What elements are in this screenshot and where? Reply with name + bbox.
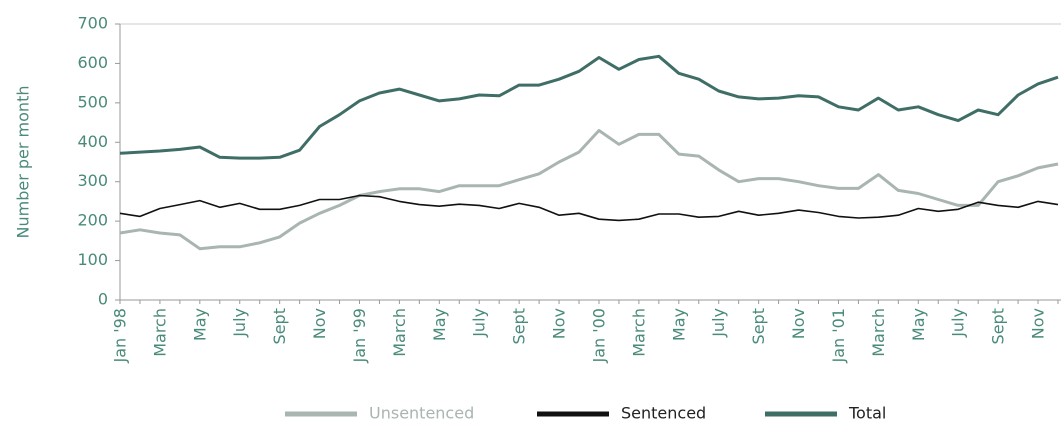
x-tick-label: Nov [310,308,329,339]
x-tick-label: July [949,308,968,338]
x-tick-label: Jan '00 [589,308,608,364]
x-tick-label: May [430,308,449,341]
x-tick-label: July [709,308,728,338]
x-tick-label: Nov [550,308,569,339]
series-line [119,194,1059,222]
x-tick-label: Jan '01 [829,308,848,364]
x-tick-label: Sept [270,308,289,344]
y-tick-label: 300 [77,171,108,190]
series-line [119,129,1059,251]
x-tick-label: Nov [1029,308,1048,339]
x-tick-label: July [470,308,489,338]
y-axis-label: Number per month [14,86,33,239]
x-tick-label: March [869,308,888,357]
y-tick-label: 100 [77,250,108,269]
y-tick-label: 0 [98,290,108,309]
y-tick-label: 700 [77,14,108,33]
x-tick-label: July [230,308,249,338]
legend-label: Unsentenced [369,404,474,423]
legend-label: Sentenced [621,404,706,423]
legend-item: Sentenced [537,404,706,423]
x-tick-label: Jan '98 [111,308,130,364]
legend-label: Total [848,404,886,423]
x-tick-label: Sept [989,308,1008,344]
x-tick-label: Jan '99 [350,308,369,364]
legend-item: Total [765,404,886,423]
y-tick-label: 200 [77,211,108,230]
y-tick-label: 500 [77,92,108,111]
x-tick-label: May [909,308,928,341]
y-tick-label: 600 [77,53,108,72]
y-tick-label: 400 [77,132,108,151]
x-tick-label: Nov [789,308,808,339]
legend-item: Unsentenced [285,404,474,423]
series-line [119,54,1059,160]
x-tick-label: March [150,308,169,357]
x-tick-label: Sept [749,308,768,344]
x-tick-label: May [669,308,688,341]
x-tick-label: March [629,308,648,357]
x-tick-label: March [390,308,409,357]
x-tick-label: Sept [510,308,529,344]
x-tick-label: May [190,308,209,341]
